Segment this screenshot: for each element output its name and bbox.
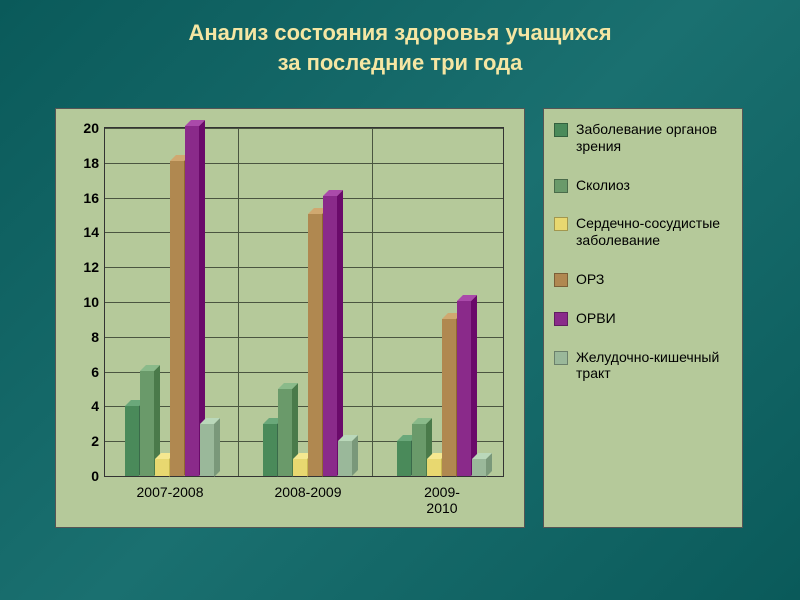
bar-cardio bbox=[155, 459, 169, 477]
slide-title: Анализ состояния здоровья учащихся за по… bbox=[0, 0, 800, 77]
legend-swatch bbox=[554, 123, 568, 137]
gridline-v bbox=[372, 128, 373, 476]
legend-swatch bbox=[554, 179, 568, 193]
bar-vision bbox=[263, 424, 277, 477]
bar-orz bbox=[442, 319, 456, 477]
y-tick-label: 8 bbox=[91, 329, 105, 345]
title-line-1: Анализ состояния здоровья учащихся bbox=[188, 20, 611, 45]
y-tick-label: 10 bbox=[83, 294, 105, 310]
bar-group bbox=[263, 196, 352, 476]
plot-area: 024681012141618202007-20082008-20092009-… bbox=[104, 127, 504, 477]
x-tick-label: 2009-2010 bbox=[412, 476, 473, 516]
bar-orvi bbox=[185, 126, 199, 476]
legend-label: Сердечно-сосудистые заболевание bbox=[576, 215, 732, 249]
legend-item-orz: ОРЗ bbox=[554, 271, 732, 288]
legend-label: Желудочно-кишечный тракт bbox=[576, 349, 732, 383]
legend-swatch bbox=[554, 351, 568, 365]
y-tick-label: 2 bbox=[91, 433, 105, 449]
bar-orz bbox=[308, 214, 322, 477]
legend-item-cardio: Сердечно-сосудистые заболевание bbox=[554, 215, 732, 249]
bar-orz bbox=[170, 161, 184, 476]
y-tick-label: 20 bbox=[83, 120, 105, 136]
legend-label: Сколиоз bbox=[576, 177, 630, 194]
bar-orvi bbox=[457, 301, 471, 476]
y-tick-label: 16 bbox=[83, 190, 105, 206]
bar-gi bbox=[200, 424, 214, 477]
bar-orvi bbox=[323, 196, 337, 476]
legend-label: ОРВИ bbox=[576, 310, 616, 327]
y-tick-label: 0 bbox=[91, 468, 105, 484]
y-tick-label: 14 bbox=[83, 224, 105, 240]
x-tick-label: 2007-2008 bbox=[137, 476, 204, 500]
chart-panel: 0 2 4 6 8 10 12 14 16 18 20 2007-2008 2008-2009 2009-… bbox=[55, 108, 525, 528]
legend-item-gi: Желудочно-кишечный тракт bbox=[554, 349, 732, 383]
legend-label: ОРЗ bbox=[576, 271, 604, 288]
y-tick-label: 18 bbox=[83, 155, 105, 171]
bar-group bbox=[125, 126, 214, 476]
bar-cardio bbox=[293, 459, 307, 477]
y-tick-label: 6 bbox=[91, 364, 105, 380]
bar-vision bbox=[397, 441, 411, 476]
legend-item-orvi: ОРВИ bbox=[554, 310, 732, 327]
y-tick-label: 4 bbox=[91, 398, 105, 414]
bar-group bbox=[397, 301, 486, 476]
bar-scoliosis bbox=[412, 424, 426, 477]
legend-swatch bbox=[554, 217, 568, 231]
gridline-v bbox=[238, 128, 239, 476]
legend-panel: Заболевание органов зрения Сколиоз Сердечн… bbox=[543, 108, 743, 528]
y-tick-label: 12 bbox=[83, 259, 105, 275]
bar-cardio bbox=[427, 459, 441, 477]
legend-item-vision: Заболевание органов зрения bbox=[554, 121, 732, 155]
bar-gi bbox=[338, 441, 352, 476]
bar-vision bbox=[125, 406, 139, 476]
content-row: 0 2 4 6 8 10 12 14 16 18 20 2007-2008 2008-2009 2009-… bbox=[55, 108, 743, 528]
x-tick-label: 2008-2009 bbox=[275, 476, 342, 500]
bar-scoliosis bbox=[140, 371, 154, 476]
title-line-2: за последние три года bbox=[278, 50, 523, 75]
legend-swatch bbox=[554, 273, 568, 287]
bar-gi bbox=[472, 459, 486, 477]
legend-swatch bbox=[554, 312, 568, 326]
legend-label: Заболевание органов зрения bbox=[576, 121, 732, 155]
bar-scoliosis bbox=[278, 389, 292, 477]
legend-item-scoliosis: Сколиоз bbox=[554, 177, 732, 194]
